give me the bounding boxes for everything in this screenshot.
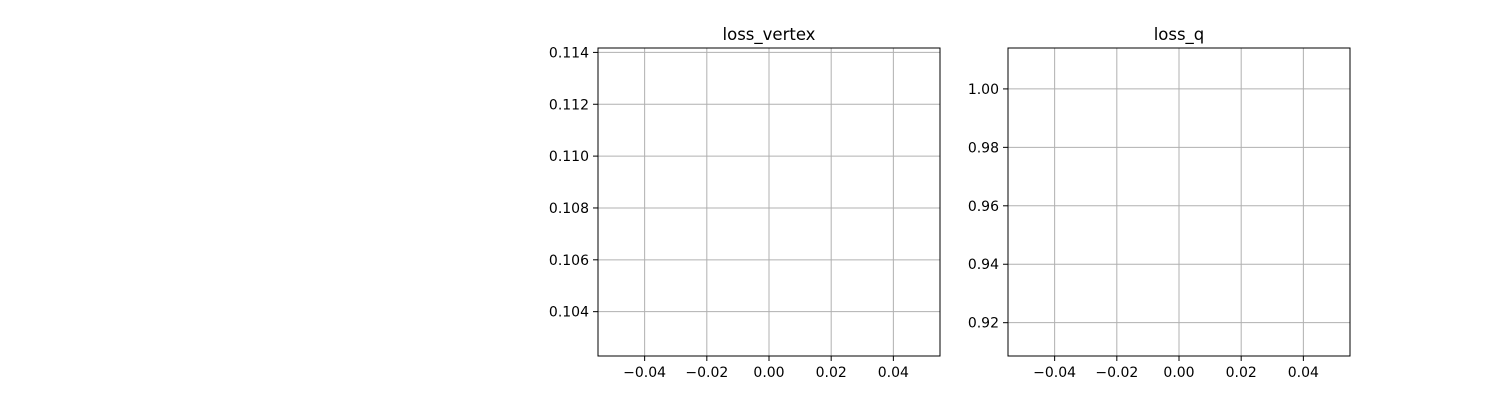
x-tick-label: 0.02 bbox=[816, 365, 847, 381]
axes-frame bbox=[1007, 47, 1351, 357]
y-tick-label: 0.92 bbox=[968, 316, 999, 332]
chart-loss-vertex: −0.04 −0.02 0.00 0.02 0.04 0.104 0.106 0.108 0.1… bbox=[549, 25, 941, 381]
y-tick-label: 0.94 bbox=[968, 257, 999, 273]
y-tick-label: 0.96 bbox=[968, 199, 999, 215]
y-tick-label: 0.98 bbox=[968, 140, 999, 156]
x-tick-label: 0.00 bbox=[753, 365, 784, 381]
y-tick-label: 1.00 bbox=[968, 82, 999, 98]
chart-loss-q: −0.04 −0.02 0.00 0.02 0.04 0.92 0.94 0.96 0.98 1.… bbox=[968, 25, 1351, 381]
y-tick-label: 0.110 bbox=[549, 149, 589, 165]
x-tick-label: −0.04 bbox=[1033, 365, 1076, 381]
x-tick-label: 0.02 bbox=[1226, 365, 1257, 381]
y-tick-label: 0.114 bbox=[549, 45, 589, 61]
x-tick-label: −0.02 bbox=[1095, 365, 1138, 381]
y-tick-label: 0.104 bbox=[549, 305, 589, 321]
chart-title: loss_q bbox=[1154, 25, 1205, 45]
x-tick-label: −0.04 bbox=[623, 365, 666, 381]
y-tick-label: 0.112 bbox=[549, 97, 589, 113]
x-tick-label: −0.02 bbox=[685, 365, 728, 381]
x-tick-label: 0.00 bbox=[1163, 365, 1194, 381]
chart-title: loss_vertex bbox=[723, 25, 816, 45]
x-tick-label: 0.04 bbox=[1288, 365, 1319, 381]
y-tick-label: 0.108 bbox=[549, 201, 589, 217]
axes-frame bbox=[597, 47, 941, 357]
y-tick-label: 0.106 bbox=[549, 253, 589, 269]
x-tick-label: 0.04 bbox=[878, 365, 909, 381]
